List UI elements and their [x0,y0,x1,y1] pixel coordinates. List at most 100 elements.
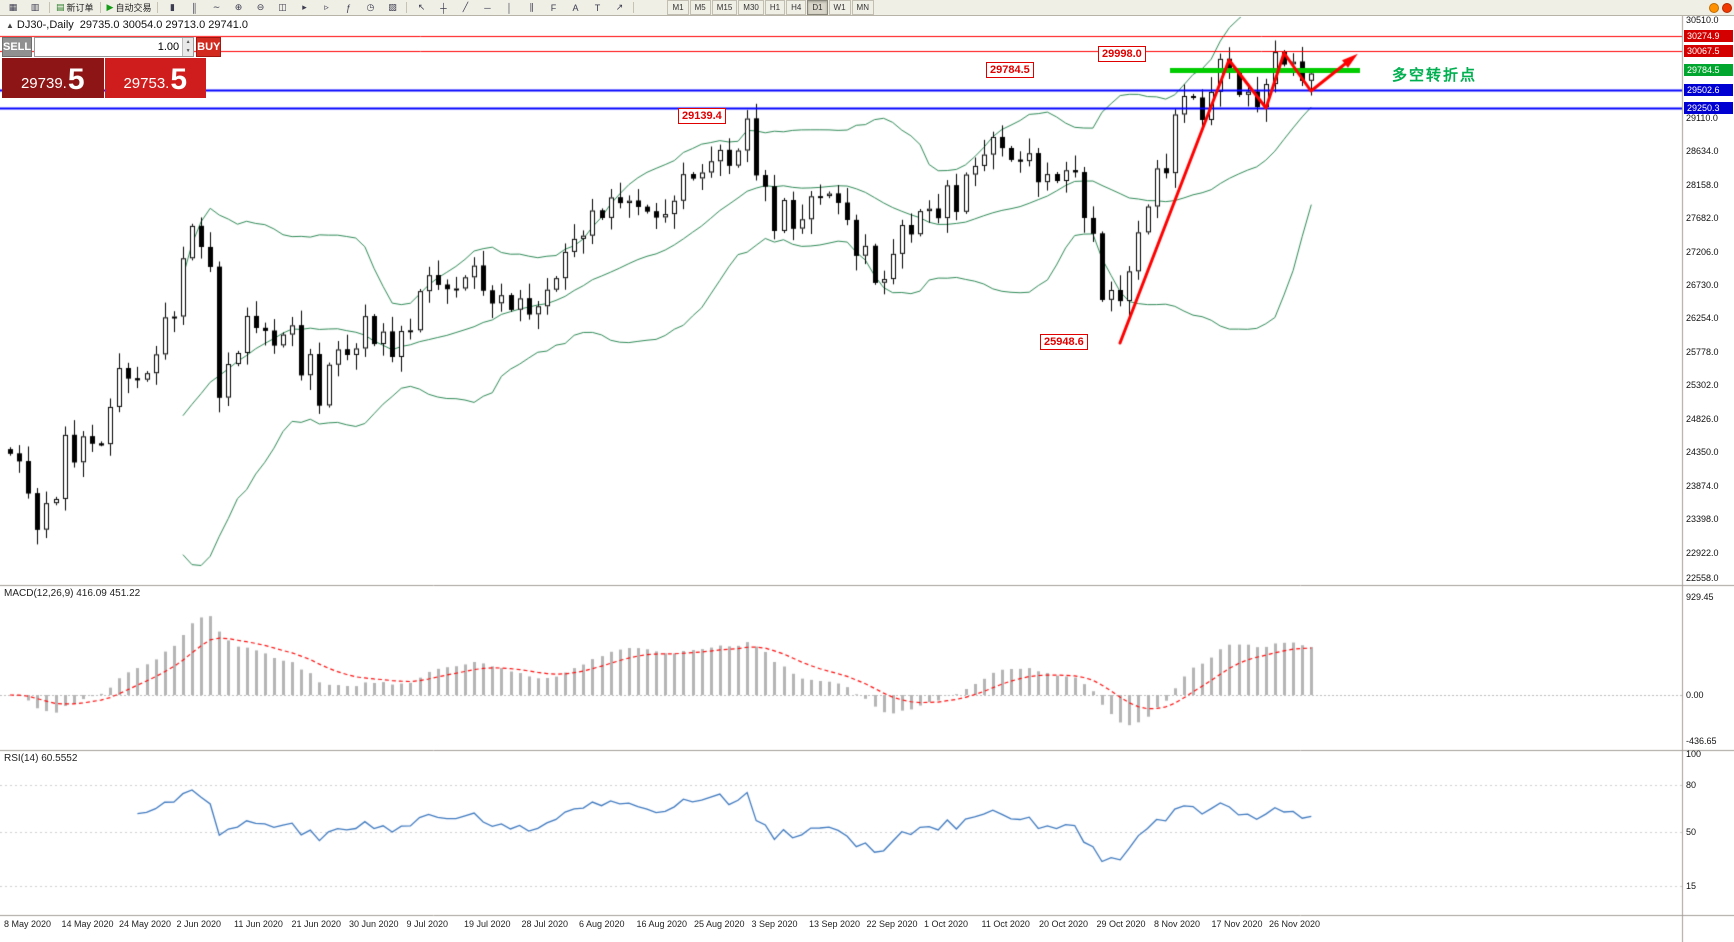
toolbar: ▦ ▥ ▤ 新订单 ▶ 自动交易 ▮ ║ ∼ ⊕ ⊖ ◫ ▸ ▹ ƒ ◷ ▨ ↖ ┼ ╱ ─ │ ∥ F A T ↗ M1 M5 M15 M… [0,0,1734,16]
collapse-arrow-icon[interactable]: ▲ [6,21,14,30]
sell-button[interactable]: SELL [2,37,33,57]
price-tick: 26730.0 [1686,280,1719,291]
horizontal-line-icon[interactable]: ─ [484,2,491,13]
tile-windows-icon[interactable]: ◫ [278,2,287,12]
ohlc-values: 29735.0 30054.0 29713.0 29741.0 [79,19,248,31]
autotrading-button[interactable]: ▶ 自动交易 [106,2,152,13]
macd-indicator-label: MACD(12,26,9) 416.09 451.22 [4,588,141,599]
buy-price[interactable]: 29753. 5 [104,58,206,98]
toolbar-separator [49,2,50,13]
price-annotation-label[interactable]: 29139.4 [678,108,726,124]
volume-input[interactable] [35,38,183,56]
price-tick: 24350.0 [1686,447,1719,458]
price-annotation-label[interactable]: 25948.6 [1040,334,1088,350]
rsi-scale-value: 100 [1686,749,1702,759]
charts-window-icon[interactable]: ▦ [8,2,18,12]
chart-shift-icon[interactable]: ▹ [324,2,329,12]
timeframe-group: M1 M5 M15 M30 H1 H4 D1 W1 MN [667,0,874,15]
zoom-out-icon[interactable]: ⊖ [256,2,265,12]
date-label: 1 Oct 2020 [924,919,969,929]
price-annotation-label[interactable]: 29998.0 [1098,46,1146,62]
price-badge: 29250.3 [1684,102,1733,114]
date-label: 14 May 2020 [61,919,114,929]
timeframe-h1[interactable]: H1 [764,0,786,15]
volume-down-button[interactable]: ▼ [182,47,194,56]
toolbar-separator [99,2,101,13]
trendline-icon[interactable]: ╱ [462,2,469,12]
price-tick: 30510.0 [1686,14,1719,25]
label-tool-icon[interactable]: T [594,2,601,13]
price-tick: 23398.0 [1686,514,1719,525]
date-label: 17 Nov 2020 [1211,919,1263,929]
date-label: 19 Jul 2020 [464,919,511,929]
timeframe-w1[interactable]: W1 [828,0,851,15]
chart-title: ▲ DJ30-,Daily 29735.0 30054.0 29713.0 2974… [6,19,248,31]
timeframe-mn[interactable]: MN [851,0,874,15]
fibonacci-icon[interactable]: F [550,2,557,13]
date-label: 25 Aug 2020 [694,919,745,929]
timeframe-m5[interactable]: M5 [689,0,711,15]
date-label: 9 Jul 2020 [406,919,449,929]
crosshair-icon[interactable]: ┼ [440,2,447,13]
periods-icon[interactable]: ◷ [366,2,375,12]
price-tick: 26254.0 [1686,313,1719,324]
price-tick: 27206.0 [1686,246,1719,257]
text-tool-icon[interactable]: A [572,2,579,13]
price-tick: 22922.0 [1686,547,1719,558]
indicators-icon[interactable]: ƒ [345,2,351,13]
one-click-trading-panel: SELL ▲ ▼ BUY 29739.5 29753.5 [2,37,222,98]
date-label: 3 Sep 2020 [751,919,798,929]
volume-up-button[interactable]: ▲ [182,38,194,47]
zoom-in-icon[interactable]: ⊕ [234,2,243,12]
chart-profiles-icon[interactable]: ▥ [30,2,40,12]
date-label: 8 May 2020 [4,919,52,929]
news-indicator-dot[interactable] [1709,2,1719,13]
date-label: 20 Oct 2020 [1039,919,1089,929]
timeframe-m15[interactable]: M15 [711,0,738,15]
timeframe-m1[interactable]: M1 [667,0,689,15]
candlestick-view-icon[interactable]: ▮ [169,2,175,12]
date-label: 11 Jun 2020 [234,919,283,929]
timeframe-d1[interactable]: D1 [807,0,828,15]
vertical-line-icon[interactable]: │ [506,2,513,13]
macd-scale-value: 929.45 [1686,592,1714,603]
price-tick: 25778.0 [1686,346,1719,357]
sell-price[interactable]: 29739. 5 [2,58,104,98]
auto-scroll-icon[interactable]: ▸ [302,2,307,12]
cursor-icon[interactable]: ↖ [417,2,426,12]
price-badge: 29784.5 [1684,64,1733,77]
date-label: 2 Jun 2020 [176,919,222,929]
price-tick: 22558.0 [1686,573,1719,584]
timeframe-h4[interactable]: H4 [786,0,807,15]
new-order-button[interactable]: ▤ 新订单 [56,2,94,13]
timeframe-m30[interactable]: M30 [738,0,764,15]
price-tick: 27682.0 [1686,213,1719,224]
alert-indicator-dot[interactable] [1722,2,1732,13]
price-badge: 30274.9 [1684,30,1733,43]
turning-point-annotation[interactable]: 多空转折点 [1392,67,1478,84]
price-annotation-label[interactable]: 29784.5 [986,62,1034,78]
line-view-icon[interactable]: ∼ [212,2,221,12]
rsi-scale-value: 80 [1686,780,1697,790]
date-label: 28 Jul 2020 [521,919,569,929]
date-label: 26 Nov 2020 [1269,919,1321,929]
sell-price-main: 29739. [20,75,67,92]
buy-button[interactable]: BUY [196,37,222,57]
rsi-scale-value: 50 [1686,826,1697,837]
rsi-indicator-label: RSI(14) 60.5552 [4,753,78,764]
volume-spinner: ▲ ▼ [182,38,194,56]
buy-price-big-digit: 5 [170,63,188,96]
price-tick: 28158.0 [1686,179,1719,190]
date-label: 29 Oct 2020 [1096,919,1146,929]
price-tick: 25302.0 [1686,380,1719,391]
date-label: 24 May 2020 [119,919,172,929]
bar-view-icon[interactable]: ║ [191,2,198,13]
templates-icon[interactable]: ▨ [388,2,397,12]
channel-icon[interactable]: ∥ [529,2,534,12]
macd-scale-value: -436.65 [1686,735,1717,746]
buy-price-main: 29753. [123,75,170,92]
arrows-tool-icon[interactable]: ↗ [615,2,624,12]
toolbar-separator [157,2,159,13]
